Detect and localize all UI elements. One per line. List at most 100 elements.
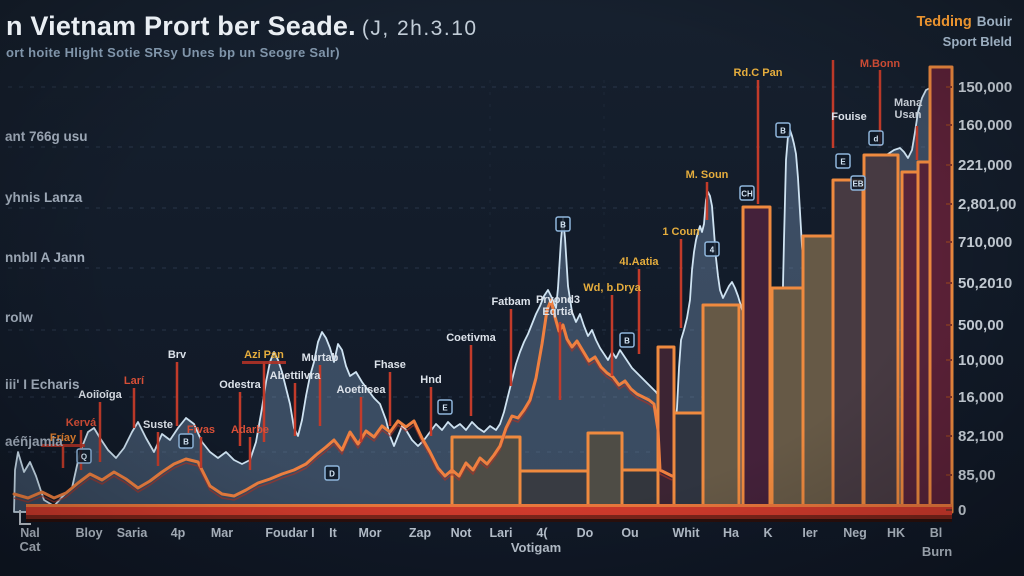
bar	[586, 431, 624, 514]
annotation-label: Aoiîoîga	[78, 389, 122, 401]
annotation-label: Brv	[168, 349, 187, 361]
chart-subtitle: ort hoite Hlight Sotie SRsy Unes bp un S…	[6, 44, 340, 60]
x-axis-label: 4(	[536, 526, 548, 540]
x-axis-label: Saria	[117, 526, 149, 540]
marker-icon-glyph: E	[442, 404, 448, 413]
axis-corner-bracket	[19, 510, 31, 525]
marker-icon	[437, 399, 453, 415]
y-axis-label-right: 160,000	[958, 117, 1012, 134]
marker-icon-glyph: d	[874, 135, 879, 144]
marker-icon-glyph: EB	[852, 180, 863, 189]
bar	[862, 153, 900, 514]
marker-icon	[835, 153, 851, 169]
annotation-label: Eqrtia	[542, 306, 574, 318]
marker-icon-glyph: E	[840, 158, 846, 167]
x-axis-label: Neg	[843, 526, 867, 540]
annotation-label: Azi Pan	[244, 349, 284, 361]
marker-icon-glyph: B	[780, 127, 786, 136]
annotation-label: Fríay	[50, 432, 77, 444]
marker-icon	[868, 130, 884, 146]
legend-line-1: Tedding Bouir	[916, 10, 1012, 33]
bar	[770, 286, 805, 514]
y-axis-label-right: 82,100	[958, 428, 1004, 445]
y-axis-label-right: 50,2010	[958, 275, 1012, 292]
x-axis-label: Ha	[723, 526, 740, 540]
page-title: n Vietnam Prort ber Seade. (J, 2h.3.10	[6, 8, 478, 42]
y-axis-label-right: 0	[958, 502, 966, 519]
y-axis-label-left: nnbll A Jann	[5, 250, 85, 265]
legend-rest-label: Bouir	[976, 14, 1012, 29]
marker-icon	[850, 175, 866, 191]
annotation-label: Larí	[124, 375, 145, 387]
y-axis-label-left: iii' I Echaris	[5, 377, 80, 392]
chart-header: n Vietnam Prort ber Seade. (J, 2h.3.10 or…	[6, 8, 478, 60]
y-axis-label-left: ant 766g usu	[5, 129, 88, 144]
title-main: n Vietnam Prort ber Seade.	[6, 11, 356, 41]
annotation-label: Fouise	[831, 111, 866, 123]
x-axis-label: Bloy	[75, 526, 102, 540]
y-axis-label-right: 2,801,00	[958, 196, 1016, 213]
baseline-band	[26, 515, 952, 519]
annotation-label: Odestra	[219, 379, 261, 391]
x-axis-label: Mar	[211, 526, 233, 540]
marker-icon	[739, 185, 755, 201]
annotation-underline	[242, 361, 286, 364]
marker-icon-glyph: CH	[741, 190, 753, 199]
x-axis-sublabel: Cat	[20, 539, 42, 554]
y-axis-label-right: 16,000	[958, 389, 1004, 406]
x-axis-label: Mor	[359, 526, 382, 540]
annotation-label: M.Bonn	[860, 58, 901, 70]
x-axis-label: It	[329, 526, 337, 540]
bar	[831, 178, 865, 514]
y-axis-label-right: 500,00	[958, 317, 1004, 334]
bar	[672, 411, 705, 514]
marker-icon	[619, 332, 635, 348]
legend-accent-label: Tedding	[916, 14, 972, 30]
y-axis-label-left: rolw	[5, 310, 33, 325]
x-axis-label: Ou	[621, 526, 638, 540]
x-axis-label: Not	[451, 526, 473, 540]
annotation-label: Wd, b.Drya	[583, 282, 641, 294]
annotation-label: Aoetilsea	[337, 384, 387, 396]
price-line	[12, 298, 674, 500]
marker-icon	[76, 448, 92, 464]
annotation-label: Fivas	[187, 424, 215, 436]
annotation-label: Suste	[143, 419, 173, 431]
marker-icon	[704, 241, 720, 257]
annotation-label: 1 Coun	[662, 226, 700, 238]
x-axis-label: 4p	[171, 526, 186, 540]
y-axis-label-left: aéñjamia	[5, 434, 63, 449]
marker-icon-glyph: 4	[710, 246, 715, 255]
x-axis-label: Ier	[802, 526, 817, 540]
y-axis-label-right: 85,00	[958, 467, 996, 484]
annotation-label: Abettilvra	[270, 370, 322, 382]
annotation-label: Coetivma	[446, 332, 496, 344]
marker-icon-glyph: D	[329, 470, 335, 479]
marker-icon-glyph: B	[183, 438, 189, 447]
y-axis-label-right: 710,000	[958, 234, 1012, 251]
marker-icon	[775, 122, 791, 138]
x-axis-label: Zap	[409, 526, 432, 540]
baseline-band	[26, 504, 952, 507]
x-axis-label: Nal	[20, 526, 39, 540]
annotation-label: Fatbam	[491, 296, 530, 308]
marker-icon-glyph: Q	[81, 453, 87, 462]
annotation-label: Adarbe	[231, 424, 269, 436]
x-axis-label: K	[763, 526, 772, 540]
marker-icon	[555, 216, 571, 232]
annotation-label: Usan	[895, 109, 922, 121]
annotation-label: Murtab	[302, 352, 339, 364]
annotation-label: Mana	[894, 97, 923, 109]
x-axis-label: Foudar I	[265, 526, 314, 540]
bar	[656, 345, 676, 514]
marker-icon-glyph: B	[560, 221, 566, 230]
marker-icon-glyph: B	[624, 337, 630, 346]
bar	[900, 170, 920, 514]
annotation-label: Rd.C Pan	[734, 67, 783, 79]
y-axis-label-right: 10,000	[958, 352, 1004, 369]
annotation-label: M. Soun	[686, 169, 729, 181]
annotation-label: 4l.Aatia	[619, 256, 659, 268]
annotation-label: Prvond3	[536, 294, 580, 306]
